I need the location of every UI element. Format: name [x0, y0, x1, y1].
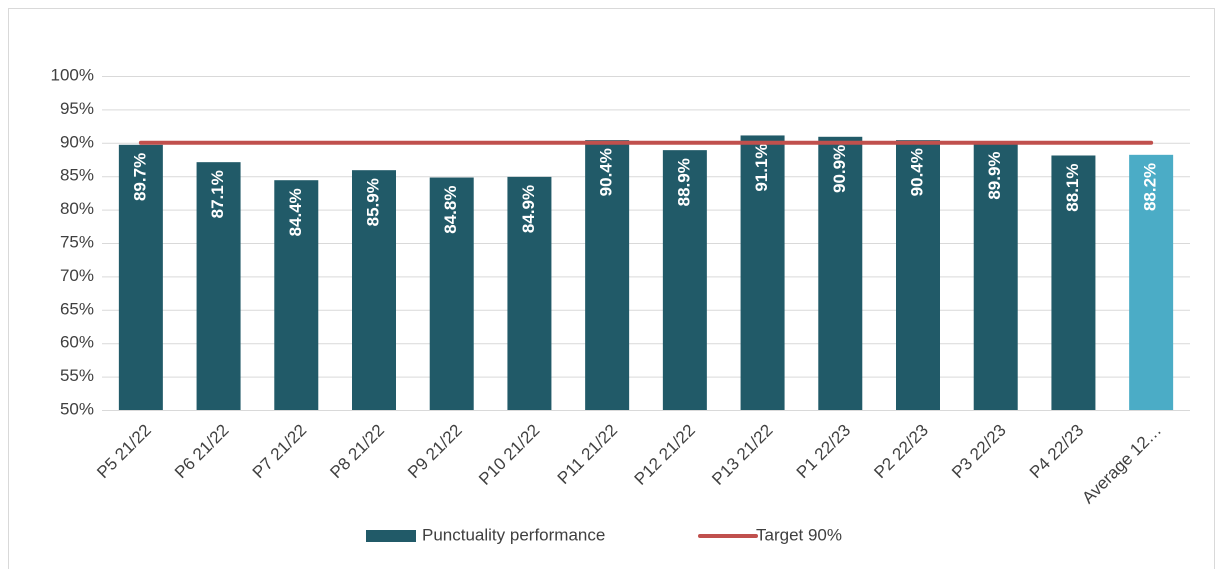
data-label: 90.4%: [597, 148, 616, 196]
bar: [1051, 155, 1096, 410]
y-tick-label: 80%: [60, 199, 94, 218]
x-tick-label: P3 22/23: [948, 421, 1010, 483]
y-tick-label: 50%: [60, 399, 94, 418]
x-tick-label: P2 22/23: [870, 421, 932, 483]
x-tick-label: Average 12…: [1078, 421, 1165, 508]
bar: [740, 135, 785, 410]
y-tick-label: 65%: [60, 299, 94, 318]
legend-label: Target 90%: [756, 525, 842, 544]
bar: [274, 180, 319, 410]
bar: [973, 143, 1018, 410]
bar: [196, 162, 241, 410]
y-tick-label: 90%: [60, 132, 94, 151]
chart-border: [8, 8, 1215, 569]
x-tick-label: P1 22/23: [793, 421, 855, 483]
x-tick-label: P10 21/22: [475, 421, 543, 489]
y-tick-label: 75%: [60, 232, 94, 251]
bar: [429, 177, 474, 410]
bar: [352, 170, 396, 410]
bar: [1129, 154, 1174, 410]
y-tick-label: 95%: [60, 99, 94, 118]
data-label: 91.1%: [752, 143, 771, 191]
data-label: 89.9%: [985, 151, 1004, 199]
x-tick-label: P8 21/22: [326, 421, 388, 483]
data-label: 90.4%: [907, 148, 926, 196]
y-tick-label: 60%: [60, 333, 94, 352]
y-tick-label: 55%: [60, 366, 94, 385]
data-label: 88.9%: [674, 158, 693, 206]
data-label: 90.9%: [830, 145, 849, 193]
x-tick-label: P5 21/22: [93, 421, 155, 483]
data-label: 88.2%: [1141, 163, 1160, 211]
y-tick-label: 70%: [60, 266, 94, 285]
data-label: 88.1%: [1063, 163, 1082, 211]
x-tick-label: P12 21/22: [631, 421, 699, 489]
x-tick-label: P9 21/22: [404, 421, 466, 483]
y-tick-label: 85%: [60, 166, 94, 185]
bar: [118, 144, 163, 410]
legend-label: Punctuality performance: [422, 525, 605, 544]
data-label: 85.9%: [363, 178, 382, 226]
bar: [507, 176, 552, 410]
bar: [896, 140, 940, 411]
data-label: 84.9%: [519, 185, 538, 233]
data-label: 87.1%: [208, 170, 227, 218]
x-tick-label: P4 22/23: [1026, 421, 1088, 483]
bar: [818, 136, 863, 410]
legend-swatch: [366, 530, 416, 542]
x-tick-label: P6 21/22: [171, 421, 233, 483]
x-tick-label: P7 21/22: [249, 421, 311, 483]
bar: [662, 150, 707, 410]
bar: [585, 140, 630, 411]
x-tick-label: P11 21/22: [554, 421, 621, 488]
data-label: 84.8%: [441, 186, 460, 234]
data-label: 89.7%: [130, 153, 149, 201]
x-tick-label: P13 21/22: [708, 421, 776, 489]
data-label: 84.4%: [286, 188, 305, 236]
y-tick-label: 100%: [51, 65, 94, 84]
